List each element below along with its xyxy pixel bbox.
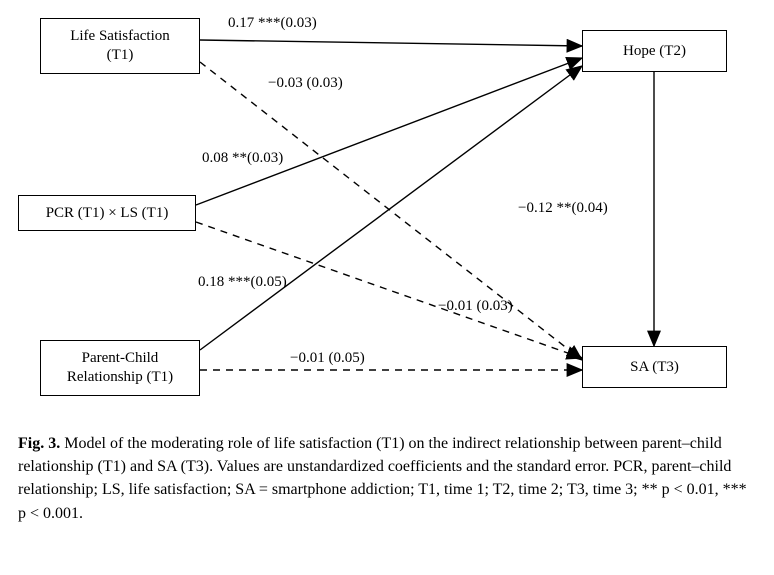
figure-caption: Fig. 3. Model of the moderating role of …	[18, 432, 756, 525]
node-label: SA (T3)	[630, 358, 679, 377]
edge-label-inter-hope: 0.08 **(0.03)	[202, 150, 283, 167]
node-label: PCR (T1) × LS (T1)	[46, 204, 169, 223]
node-parent-child-relationship-t1: Parent-ChildRelationship (T1)	[40, 340, 200, 396]
node-sa-t3: SA (T3)	[582, 346, 727, 388]
edge-label-pcr-hope: 0.18 ***(0.05)	[198, 274, 287, 291]
edge-inter-hope	[196, 58, 582, 205]
edge-label-hope-sa: −0.12 **(0.04)	[518, 200, 608, 217]
node-pcr-x-ls-interaction: PCR (T1) × LS (T1)	[18, 195, 196, 231]
edge-label-ls-hope: 0.17 ***(0.03)	[228, 15, 317, 32]
node-hope-t2: Hope (T2)	[582, 30, 727, 72]
node-label: Hope (T2)	[623, 42, 686, 61]
node-label: Parent-ChildRelationship (T1)	[67, 349, 173, 387]
caption-title: Fig. 3.	[18, 435, 60, 452]
caption-body: Model of the moderating role of life sat…	[18, 435, 747, 522]
edge-ls-hope	[200, 40, 582, 46]
node-life-satisfaction-t1: Life Satisfaction(T1)	[40, 18, 200, 74]
edge-label-pcr-sa: −0.01 (0.05)	[290, 350, 365, 367]
edge-label-inter-sa: −0.01 (0.03)	[438, 298, 513, 315]
edge-label-ls-sa: −0.03 (0.03)	[268, 75, 343, 92]
node-label: Life Satisfaction(T1)	[70, 27, 170, 65]
figure-3-moderation-model: { "figure": { "type": "path-diagram", "b…	[0, 0, 774, 575]
